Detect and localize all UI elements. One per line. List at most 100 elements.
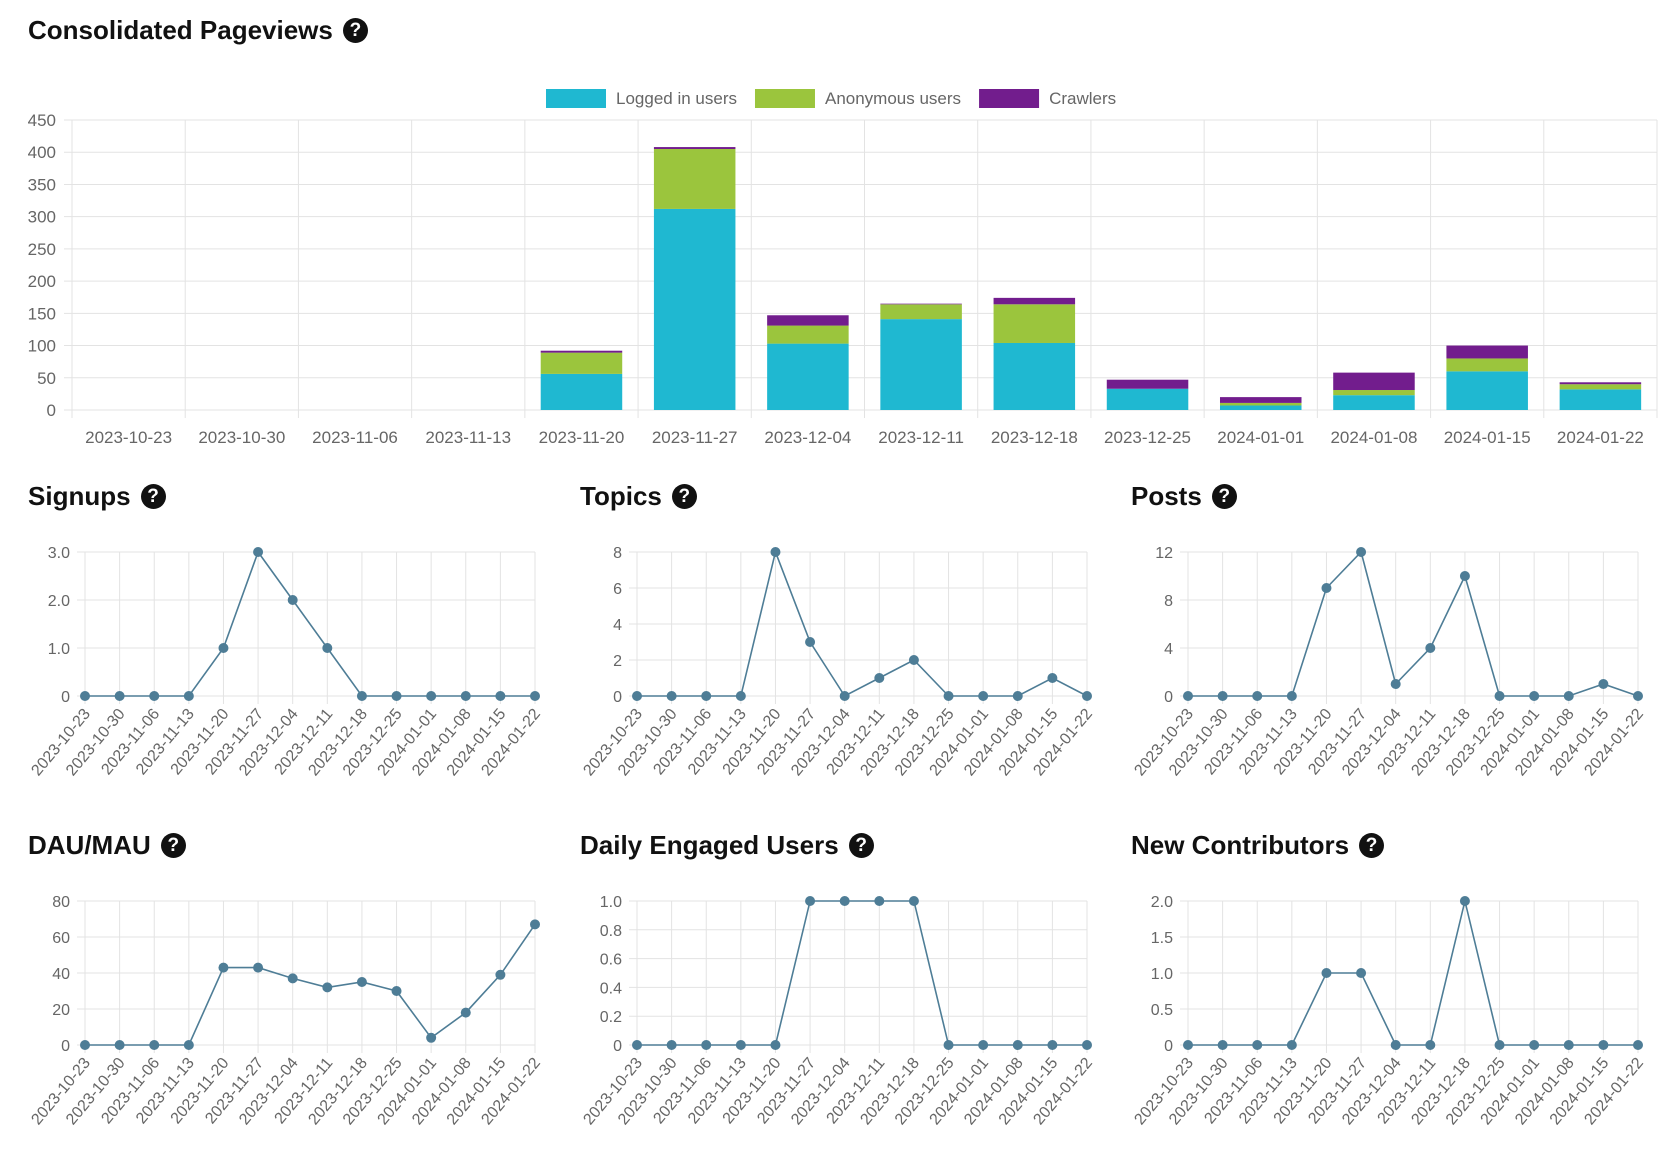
x-tick-label: 2023-10-30 — [198, 428, 285, 447]
y-tick-label: 0 — [613, 1038, 622, 1055]
y-tick-label: 250 — [28, 240, 56, 259]
y-tick-label: 1.0 — [1151, 966, 1173, 983]
data-point — [1494, 1040, 1505, 1050]
data-point — [1356, 547, 1367, 557]
y-tick-label: 400 — [28, 143, 56, 162]
y-tick-label: 20 — [52, 1002, 70, 1019]
data-point — [1529, 691, 1540, 701]
x-tick-label: 2023-11-20 — [539, 428, 625, 447]
data-point — [1425, 1040, 1436, 1050]
help-icon[interactable]: ? — [1211, 484, 1237, 509]
data-point — [908, 655, 919, 665]
x-tick-label: 2023-11-27 — [652, 428, 738, 447]
y-tick-label: 0 — [61, 689, 70, 706]
y-tick-label: 8 — [1164, 593, 1173, 610]
data-point — [1321, 968, 1332, 978]
help-icon[interactable]: ? — [160, 833, 186, 858]
pageviews-bar-chart: Logged in users Anonymous users Crawlers 0 5… — [28, 89, 1658, 447]
help-icon[interactable]: ? — [671, 484, 697, 509]
y-tick-label: 100 — [28, 337, 56, 356]
help-icon[interactable]: ? — [1359, 833, 1385, 858]
chart-title-dau-mau: DAU/MAU ? — [28, 830, 186, 861]
x-tick-label: 2023-11-13 — [425, 428, 511, 447]
y-tick-label: 0.4 — [600, 980, 622, 997]
y-tick-label: 8 — [613, 545, 622, 562]
bar-segment — [1333, 372, 1415, 391]
data-point — [218, 962, 229, 973]
legend-swatch — [979, 89, 1040, 108]
legend-item: Anonymous users — [754, 89, 961, 108]
x-tick-label: 2024-01-08 — [1330, 428, 1417, 447]
topics-line-chart: 024682023-10-232023-10-302023-11-062023-… — [580, 545, 1096, 779]
data-point — [1425, 643, 1436, 653]
data-point — [530, 691, 540, 701]
data-point — [805, 637, 816, 647]
series-line — [637, 549, 1088, 698]
data-point — [874, 673, 885, 683]
data-point — [1390, 679, 1401, 689]
data-point — [460, 1007, 471, 1018]
chart-title-text: DAU/MAU — [28, 830, 151, 860]
series-line — [85, 923, 536, 1046]
data-point — [322, 982, 333, 993]
data-point — [1047, 673, 1058, 683]
data-point — [666, 1040, 677, 1050]
help-icon[interactable]: ? — [140, 484, 166, 509]
y-tick-label: 1.0 — [600, 894, 622, 911]
data-point — [530, 919, 540, 930]
chart-title-signups: Signups ? — [28, 481, 166, 512]
data-point — [1082, 691, 1092, 701]
bar-segment — [653, 149, 736, 209]
data-point — [1047, 1040, 1058, 1050]
data-point — [114, 691, 125, 701]
data-point — [1633, 691, 1643, 701]
y-tick-label: 1.5 — [1151, 930, 1173, 947]
y-tick-label: 0 — [61, 1038, 70, 1055]
bar-segment — [540, 350, 623, 353]
legend-label: Logged in users — [616, 89, 737, 108]
data-point — [391, 691, 402, 701]
data-point — [1012, 1040, 1023, 1050]
y-tick-label: 12 — [1155, 545, 1173, 562]
y-tick-label: 80 — [52, 894, 70, 911]
y-tick-label: 300 — [28, 208, 56, 227]
y-tick-label: 200 — [28, 272, 56, 291]
y-tick-label: 60 — [52, 930, 70, 947]
bar-segment — [1106, 388, 1189, 410]
data-point — [1183, 691, 1193, 701]
x-tick-label: 2023-12-11 — [878, 428, 964, 447]
y-tick-label: 2.0 — [1151, 894, 1173, 911]
y-tick-label: 350 — [28, 175, 56, 194]
data-point — [1598, 679, 1609, 689]
y-tick-label: 1.0 — [48, 641, 70, 658]
bar-segment — [1559, 382, 1642, 385]
posts-line-chart: 048122023-10-232023-10-302023-11-062023-… — [1131, 545, 1647, 779]
data-point — [1286, 691, 1297, 701]
y-tick-label: 3.0 — [48, 545, 70, 562]
bar-segment — [880, 319, 962, 410]
x-tick-label: 2023-12-18 — [991, 428, 1078, 447]
help-icon[interactable]: ? — [848, 833, 874, 858]
y-tick-label: 0.2 — [600, 1009, 622, 1026]
chart-title-new-contributors: New Contributors ? — [1131, 830, 1385, 861]
data-point — [1529, 1040, 1540, 1050]
chart-title-text: Daily Engaged Users — [580, 830, 839, 860]
bar-segment — [1446, 371, 1528, 410]
data-point — [1082, 1040, 1092, 1050]
data-point — [978, 691, 989, 701]
data-point — [426, 1032, 437, 1043]
help-icon[interactable]: ? — [342, 18, 368, 43]
data-point — [978, 1040, 989, 1050]
bar-segment — [540, 352, 623, 374]
x-tick-label: 2023-12-04 — [764, 428, 851, 447]
series-line — [1188, 550, 1639, 697]
x-tick-label: 2023-11-06 — [312, 428, 398, 447]
x-tick-label: 2024-01-15 — [1444, 428, 1531, 447]
chart-title-daily-engaged-users: Daily Engaged Users ? — [580, 830, 874, 861]
y-tick-label: 0 — [613, 689, 622, 706]
y-tick-label: 2.0 — [48, 593, 70, 610]
data-point — [1183, 1040, 1193, 1050]
data-point — [287, 973, 298, 984]
data-point — [1252, 691, 1263, 701]
bar-segment — [1219, 405, 1302, 410]
